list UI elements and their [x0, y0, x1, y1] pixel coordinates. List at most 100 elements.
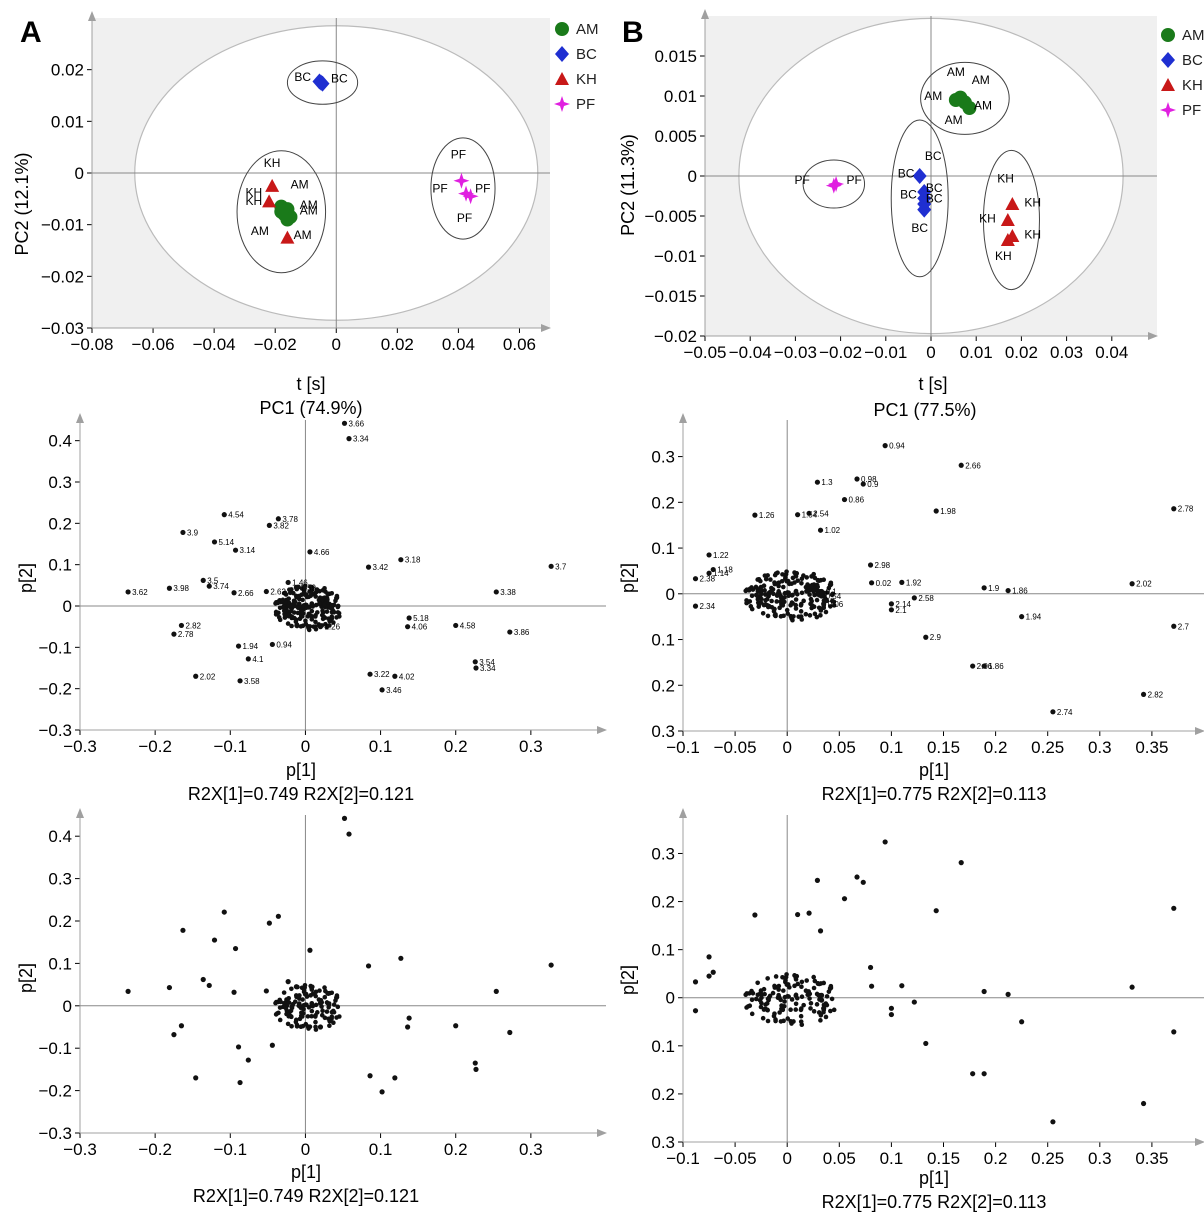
y-tick-label: 0.1 — [651, 941, 675, 960]
data-point — [785, 611, 791, 616]
point-label: 3.86 — [514, 628, 530, 637]
data-point — [296, 993, 301, 999]
data-point — [692, 576, 699, 582]
data-point — [769, 598, 774, 604]
data-point — [289, 615, 295, 621]
data-point — [302, 991, 308, 997]
data-point — [821, 601, 827, 607]
x-tick-label: 0.1 — [880, 738, 904, 757]
data-point — [769, 604, 775, 610]
data-point — [303, 1021, 309, 1027]
data-point — [784, 569, 789, 574]
data-point — [309, 987, 315, 992]
data-point — [792, 983, 797, 989]
data-point-pf — [462, 188, 479, 205]
data-point — [803, 611, 809, 617]
y-tick-label: −0.02 — [654, 327, 697, 346]
data-point — [166, 984, 173, 991]
point-label: 3.78 — [282, 515, 298, 524]
data-point — [365, 564, 372, 570]
panel-b-scores: −0.05 −0.04 −0.03 −0.02 −0.01 0 0.01 0.02 0.03 0.… — [618, 9, 1204, 420]
data-point — [178, 1023, 185, 1029]
data-point — [237, 678, 243, 684]
legend-label: BC — [576, 46, 597, 63]
data-point — [781, 1018, 786, 1024]
data-point — [335, 1004, 341, 1010]
legend-label: AM — [1182, 27, 1204, 44]
data-point — [981, 585, 987, 591]
data-point — [793, 977, 799, 982]
data-point — [818, 593, 825, 599]
data-point — [320, 610, 326, 615]
point-annotation: KH — [995, 249, 1012, 263]
data-point — [981, 1071, 987, 1077]
data-point — [326, 1016, 331, 1022]
point-label: 0.9 — [867, 480, 879, 489]
data-point — [313, 993, 318, 999]
data-point — [273, 1000, 278, 1006]
data-point — [807, 613, 813, 618]
data-point — [854, 874, 860, 880]
point-label: 2.54 — [813, 509, 829, 518]
y-tick-label: −0.3 — [38, 1124, 72, 1143]
data-point-kh — [1000, 233, 1015, 246]
x-tick-label: 0.3 — [519, 1140, 543, 1159]
y-tick-label: 0.1 — [651, 1037, 675, 1056]
data-point — [235, 643, 242, 649]
data-point — [807, 991, 813, 997]
data-point — [193, 673, 199, 679]
point-label: 2.66 — [965, 461, 981, 470]
plot-a-scores-layer: −0.08 −0.06 −0.04 −0.02 0 0.02 0.04 0.06 −0.03 −0… — [41, 11, 551, 354]
data-point — [293, 1017, 299, 1023]
point-label: 3.58 — [244, 677, 260, 686]
point-label: 3.54 — [479, 658, 495, 667]
legend-marker-pf — [1160, 102, 1176, 118]
point-annotation: PF — [846, 173, 861, 187]
y-tick-label: 0.015 — [654, 47, 697, 66]
data-point — [911, 595, 917, 601]
data-point — [285, 579, 291, 586]
data-point — [795, 911, 801, 918]
point-label: 1.94 — [1026, 613, 1042, 622]
data-point — [269, 1042, 275, 1048]
data-point — [815, 578, 821, 583]
data-point — [277, 605, 283, 611]
point-label: 1.54 — [802, 511, 818, 520]
point-label: 1.9 — [988, 584, 1000, 593]
legend-marker-am — [1161, 28, 1175, 42]
data-point — [771, 591, 776, 597]
data-point — [882, 443, 888, 449]
x-tick-label: 0.02 — [1005, 343, 1038, 362]
data-point — [765, 1018, 771, 1024]
data-point — [761, 986, 767, 992]
x-tick-label: 0.3 — [1088, 738, 1112, 757]
data-point — [275, 600, 281, 606]
data-point — [770, 990, 776, 996]
point-label: 2.78 — [178, 630, 194, 639]
data-point — [958, 462, 964, 468]
data-point — [752, 912, 758, 918]
data-point — [331, 1002, 337, 1007]
x-tick-label: 0.15 — [927, 1149, 960, 1168]
data-point — [200, 976, 206, 983]
data-point — [292, 999, 298, 1005]
point-annotation: PF — [457, 211, 472, 225]
data-point — [826, 989, 832, 994]
data-point — [323, 621, 328, 627]
data-point — [765, 604, 771, 610]
data-point — [1171, 905, 1177, 911]
data-point — [309, 617, 315, 622]
y-axis-label: p[2] — [618, 563, 638, 593]
data-point — [309, 608, 315, 614]
data-point — [772, 572, 778, 578]
point-annotation: PF — [795, 173, 810, 187]
y-tick-label: 0.2 — [48, 912, 72, 931]
data-point — [263, 588, 269, 595]
data-point — [762, 573, 768, 578]
point-label: 1.02 — [825, 526, 841, 535]
data-point — [815, 584, 820, 590]
y-tick-label: 0.2 — [651, 676, 675, 695]
data-point — [806, 910, 812, 916]
x-tick-label: 0.15 — [927, 738, 960, 757]
data-point — [823, 1014, 829, 1020]
